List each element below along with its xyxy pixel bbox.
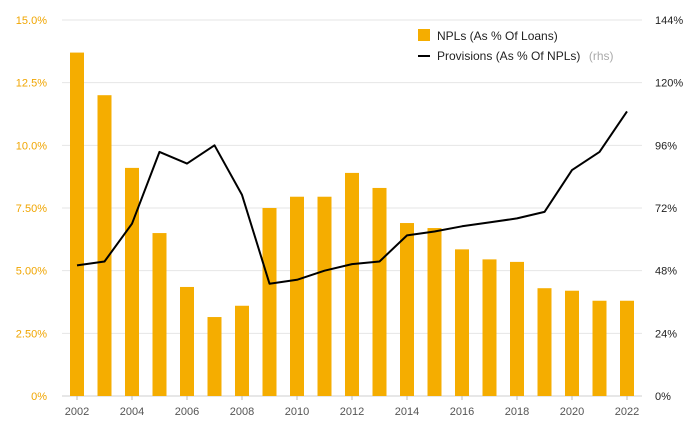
right-tick-label: 144% xyxy=(655,15,683,27)
bar-npl-2006 xyxy=(180,286,194,396)
bar-npl-2003 xyxy=(97,95,112,396)
left-tick-label: 12.5% xyxy=(16,78,47,90)
bar-npl-2005 xyxy=(152,233,167,396)
left-tick-label: 7.50% xyxy=(16,203,47,215)
x-tick-label: 2016 xyxy=(450,406,474,418)
x-tick-label: 2004 xyxy=(120,406,144,418)
left-tick-label: 10.0% xyxy=(16,140,47,152)
legend-label-rhs: (rhs) xyxy=(589,49,614,63)
legend-label-npls: NPLs (As % Of Loans) xyxy=(437,29,558,43)
bar-npl-2004 xyxy=(125,167,139,396)
provisions-line xyxy=(76,110,628,285)
right-tick-label: 48% xyxy=(655,266,677,278)
right-tick-label: 24% xyxy=(655,328,677,340)
right-tick-label: 96% xyxy=(655,140,677,152)
bar-npl-2009 xyxy=(262,208,277,396)
bar-npl-2010 xyxy=(290,196,304,396)
x-tick-label: 2010 xyxy=(285,406,309,418)
bar-npl-2020 xyxy=(565,290,579,396)
bar-npl-2021 xyxy=(592,300,607,396)
bar-npl-2016 xyxy=(455,249,469,396)
x-tick-label: 2008 xyxy=(230,406,254,418)
x-tick-label: 2020 xyxy=(560,406,584,418)
x-tick-label: 2018 xyxy=(505,406,529,418)
x-tick-label: 2014 xyxy=(395,406,419,418)
bar-npl-2018 xyxy=(510,261,524,396)
provisions-line-layer xyxy=(76,110,628,285)
bar-npl-2014 xyxy=(400,223,414,396)
x-tick-label: 2012 xyxy=(340,406,364,418)
legend-label-provisions-group: Provisions (As % Of NPLs) (rhs) xyxy=(437,47,614,64)
right-tick-label: 72% xyxy=(655,203,677,215)
bar-npl-2015 xyxy=(427,228,442,396)
right-tick-label: 120% xyxy=(655,78,683,90)
left-tick-label: 15.0% xyxy=(16,15,47,27)
x-tick-label: 2022 xyxy=(615,406,639,418)
bar-npl-2012 xyxy=(345,172,359,396)
legend-swatch-npls xyxy=(418,29,430,41)
legend: NPLs (As % Of Loans) Provisions (As % Of… xyxy=(418,29,614,64)
bar-npl-2002 xyxy=(70,52,84,396)
bar-npl-2013 xyxy=(372,187,387,396)
left-tick-label: 0% xyxy=(31,391,47,403)
right-tick-label: 0% xyxy=(655,391,671,403)
bar-npl-2007 xyxy=(207,317,222,396)
bar-npl-2019 xyxy=(537,288,552,396)
bar-npl-2008 xyxy=(235,305,249,396)
x-tick-label: 2006 xyxy=(175,406,199,418)
left-tick-label: 2.50% xyxy=(16,328,47,340)
bar-npl-2017 xyxy=(482,259,497,396)
left-axis-ticks: 0% 2.50% 5.00% 7.50% 10.0% 12.5% 15.0% xyxy=(16,15,47,403)
npl-bars xyxy=(70,52,634,396)
right-axis-ticks: 0% 24% 48% 72% 96% 120% 144% xyxy=(655,15,683,403)
legend-label-provisions: Provisions (As % Of NPLs) xyxy=(437,49,580,63)
left-tick-label: 5.00% xyxy=(16,266,47,278)
x-axis-ticks: 2002 2004 2006 2008 2010 2012 2014 2016 2018 2020… xyxy=(65,396,639,418)
bar-npl-2011 xyxy=(317,196,332,396)
bar-npl-2022 xyxy=(620,300,634,396)
x-tick-label: 2002 xyxy=(65,406,89,418)
